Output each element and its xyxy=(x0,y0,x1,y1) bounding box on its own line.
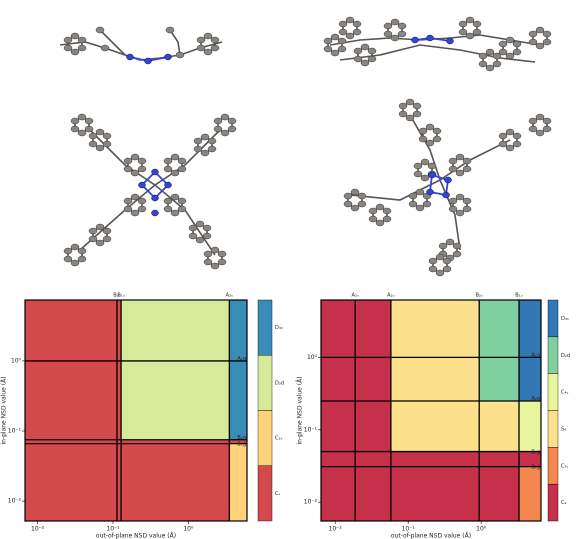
boundary-label: B₁g xyxy=(531,450,540,456)
molecule-side-left xyxy=(59,26,223,65)
x-tick-label: 10⁻¹ xyxy=(402,526,416,533)
x-tick-label: 10⁰ xyxy=(476,526,487,533)
y-tick-label: 10⁻² xyxy=(304,499,318,506)
region xyxy=(321,300,391,521)
colorbar-swatch xyxy=(547,336,559,374)
region xyxy=(479,400,520,452)
colorbar-swatch xyxy=(257,299,273,356)
colorbar-swatch xyxy=(547,447,559,485)
colorbar-swatch xyxy=(547,483,559,522)
colorbar-swatch xyxy=(547,299,559,338)
region xyxy=(390,451,520,521)
colorbar-swatch xyxy=(257,355,273,411)
colorbar-swatch xyxy=(547,373,559,411)
plot-frame xyxy=(24,299,248,522)
boundary-label: B₂ᵤ xyxy=(113,293,120,299)
colorbar-label: S₄ xyxy=(561,426,566,432)
x-tick-label: 10⁻¹ xyxy=(106,526,120,533)
boundary-label: B₁ᵤ xyxy=(117,293,124,299)
region xyxy=(519,300,541,401)
colorbar-label: C₂ xyxy=(561,500,567,506)
colorbar-label: D₂d xyxy=(275,380,284,386)
colorbar-label: Cₛ xyxy=(275,491,280,497)
boundary-label: A₁g xyxy=(237,356,246,362)
colorbar-swatch xyxy=(547,410,559,448)
boundary-label: B₁ᵤ xyxy=(515,293,522,299)
colorbar-label: D₄ₕ xyxy=(561,316,569,322)
boundary-label: A₂ᵤ xyxy=(351,293,358,299)
y-axis-label: in-plane NSD value (Å) xyxy=(297,376,304,444)
molecule-side-right xyxy=(324,17,551,71)
region xyxy=(479,300,520,401)
region xyxy=(519,466,541,521)
boundary-label: B₁g xyxy=(237,442,246,448)
plot-frame xyxy=(320,299,542,522)
boundary-label: A₂ᵤ xyxy=(387,293,394,299)
region xyxy=(121,443,230,521)
region xyxy=(121,439,247,444)
region xyxy=(390,300,480,452)
molecule-top-right xyxy=(344,99,551,276)
y-axis-label: in-plane NSD value (Å) xyxy=(1,376,8,444)
colorbar-label: C₄ᵥ xyxy=(561,390,569,396)
x-axis-label: out-of-plane NSD value (Å) xyxy=(391,533,471,539)
region xyxy=(519,400,541,452)
colorbar-label: C₂ᵥ xyxy=(275,436,283,442)
colorbar-swatch xyxy=(257,410,273,466)
region xyxy=(229,300,247,440)
y-tick-label: 10⁻² xyxy=(8,498,22,505)
y-tick-label: 10⁻¹ xyxy=(8,428,22,435)
boundary-label: B₂g xyxy=(531,465,540,471)
boundary-label: B₂g xyxy=(237,435,246,441)
x-axis-label: out-of-plane NSD value (Å) xyxy=(96,533,176,539)
region xyxy=(121,300,230,440)
molecule-top-left xyxy=(64,114,236,269)
x-tick-label: 10⁻² xyxy=(329,526,343,533)
colorbar-label: C₂ᵥ xyxy=(561,463,569,469)
colorbar-swatch xyxy=(257,465,273,522)
region xyxy=(25,300,122,521)
region xyxy=(229,443,247,521)
boundary-label: A₂ᵤ xyxy=(226,293,233,299)
y-tick-label: 10⁻¹ xyxy=(304,426,318,433)
y-tick-label: 10⁰ xyxy=(307,354,318,361)
x-tick-label: 10⁻² xyxy=(31,526,45,533)
x-tick-label: 10⁰ xyxy=(183,526,194,533)
y-tick-label: 10⁰ xyxy=(11,357,22,364)
boundary-label: B₂ᵤ xyxy=(475,293,482,299)
colorbar-label: D₂d xyxy=(561,353,570,359)
colorbar-label: D₄ₕ xyxy=(275,325,283,331)
boundary-label: A₁g xyxy=(531,352,540,358)
region xyxy=(519,451,541,467)
boundary-label: A₂g xyxy=(531,396,540,402)
